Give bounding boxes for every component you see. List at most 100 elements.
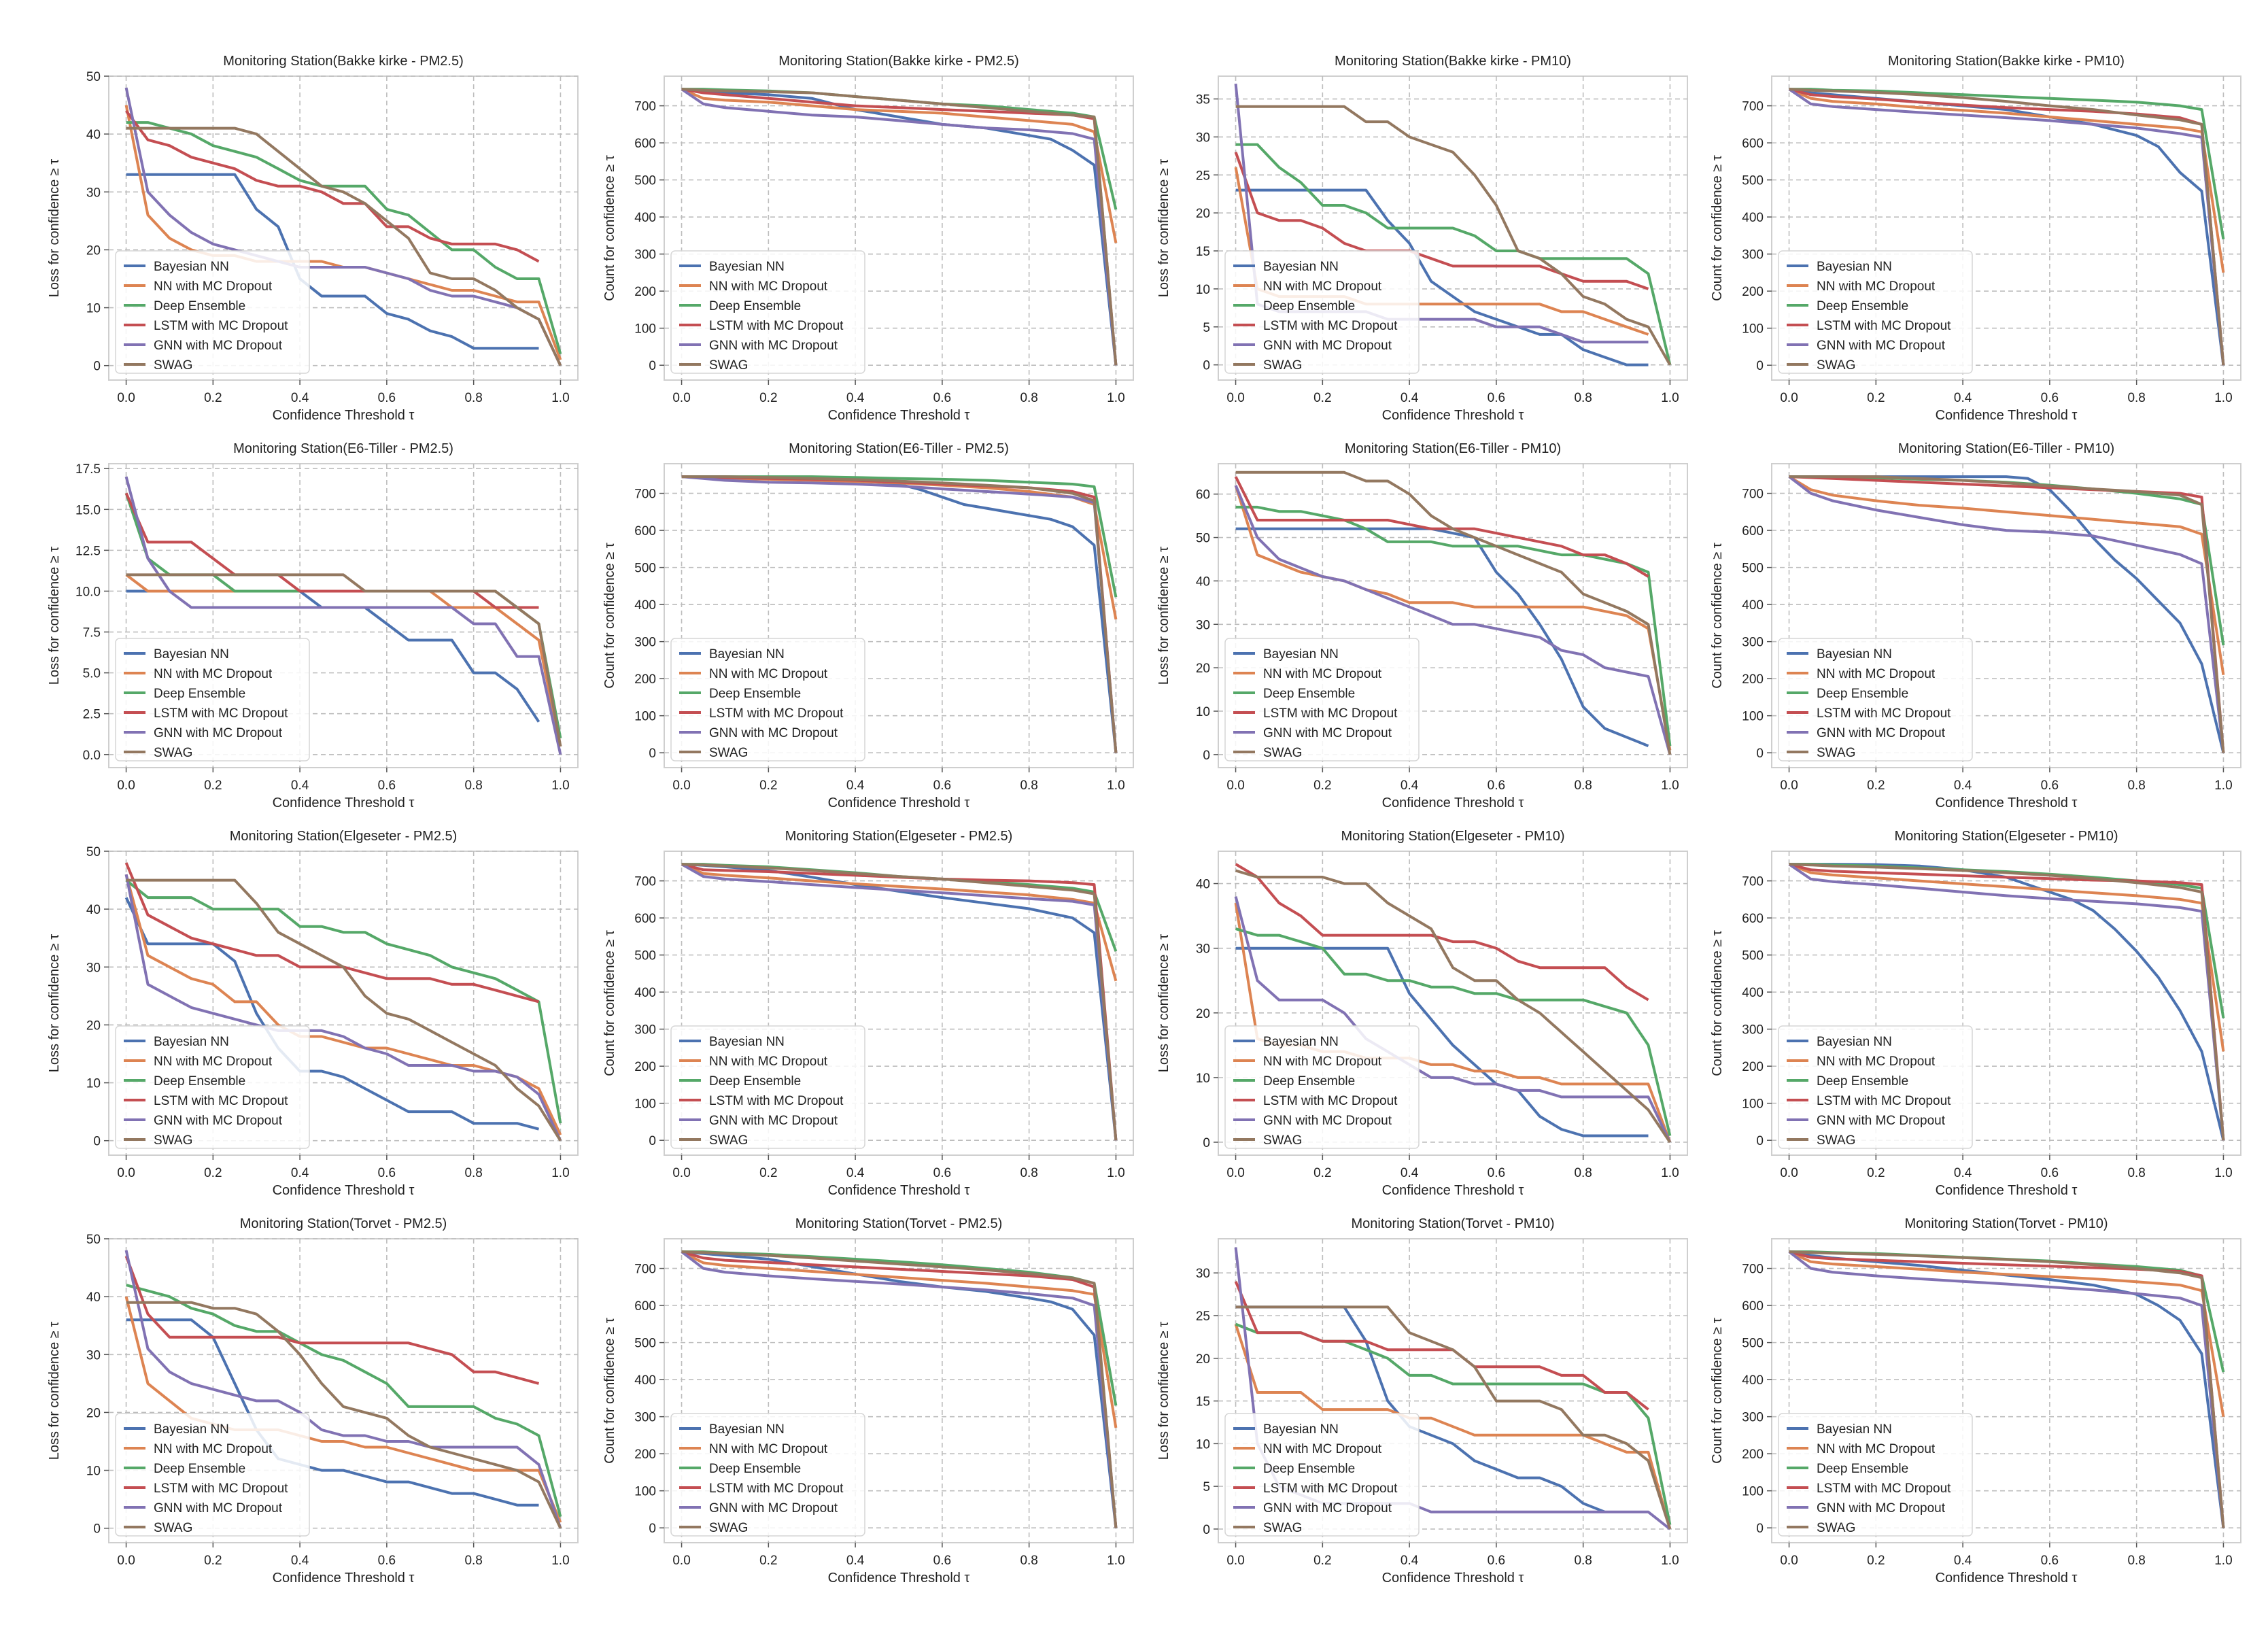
x-tick-label: 0.0 — [672, 778, 690, 793]
y-tick-label: 0.0 — [83, 749, 101, 763]
y-tick-label: 700 — [634, 100, 656, 114]
legend-label: Bayesian NN — [709, 1035, 785, 1049]
series-line-nn-with-mc-dropout — [1788, 1250, 2225, 1418]
y-tick-label: 0 — [93, 1135, 101, 1149]
y-tick-label: 20 — [86, 1018, 101, 1033]
series-line-swag — [1789, 1250, 2225, 1528]
x-tick-label: 0.6 — [2041, 1166, 2059, 1180]
y-tick-label: 100 — [1742, 322, 1764, 337]
y-tick-label: 700 — [1742, 1263, 1764, 1277]
legend: Bayesian NN NN with MC Dropout Deep Ensemb… — [1778, 638, 1973, 761]
x-tick-label: 0.4 — [846, 778, 865, 793]
y-tick-label: 100 — [634, 322, 656, 337]
legend: Bayesian NN NN with MC Dropout Deep Ensemb… — [115, 250, 310, 374]
x-tick-label: 0.4 — [846, 391, 865, 405]
legend: Bayesian NN NN with MC Dropout Deep Ensemb… — [1224, 1413, 1420, 1537]
series-line-lstm-with-mc-dropout — [1235, 863, 1649, 1001]
legend-box — [115, 1413, 310, 1537]
x-tick-label: 0.0 — [672, 1166, 690, 1180]
legend-label: Bayesian NN — [709, 260, 785, 274]
y-tick-label: 100 — [634, 1485, 656, 1499]
legend-label: GNN with MC Dropout — [709, 726, 838, 740]
y-tick-label: 35 — [1196, 93, 1210, 107]
series-line-gnn-with-mc-dropout — [124, 87, 562, 366]
legend-label: Deep Ensemble — [154, 1462, 245, 1476]
x-tick-label: 0.4 — [1401, 1166, 1419, 1180]
chart-title: Monitoring Station(E6-Tiller - PM2.5) — [233, 441, 453, 456]
legend-label: LSTM with MC Dropout — [1817, 706, 1951, 721]
y-tick-label: 12.5 — [75, 544, 101, 558]
x-tick-label: 1.0 — [551, 391, 569, 405]
x-tick-label: 0.8 — [2127, 778, 2145, 793]
x-tick-label: 1.0 — [1661, 778, 1679, 793]
series-line-nn-with-mc-dropout — [681, 1250, 1118, 1428]
series-line-lstm-with-mc-dropout — [1789, 88, 2225, 366]
legend-box — [115, 1025, 310, 1149]
legend-box — [1778, 250, 1973, 374]
y-tick-label: 0 — [649, 1522, 656, 1536]
series-line-swag — [1789, 863, 2225, 1141]
x-tick-label: 1.0 — [1107, 1166, 1124, 1180]
series-line-gnn-with-mc-dropout — [681, 863, 1118, 1141]
x-tick-label: 0.2 — [1313, 391, 1331, 405]
x-tick-label: 0.0 — [1780, 778, 1798, 793]
series-line-lstm-with-mc-dropout — [1234, 1281, 1649, 1411]
legend-box — [670, 638, 865, 761]
y-tick-label: 0 — [1756, 1522, 1764, 1536]
legend-label: LSTM with MC Dropout — [1263, 1482, 1398, 1496]
legend-label: Bayesian NN — [154, 647, 229, 662]
x-axis-label: Confidence Threshold τ — [273, 795, 415, 810]
y-tick-label: 0 — [649, 359, 656, 373]
series-line-bayesian-nn — [126, 1318, 539, 1507]
legend-label: Bayesian NN — [1817, 647, 1892, 662]
legend: Bayesian NN NN with MC Dropout Deep Ensemb… — [115, 1413, 310, 1537]
series-line-nn-with-mc-dropout — [681, 863, 1118, 982]
series-line-gnn-with-mc-dropout — [124, 874, 562, 1142]
y-tick-label: 300 — [634, 1023, 656, 1038]
x-tick-label: 0.2 — [759, 1166, 777, 1180]
legend: Bayesian NN NN with MC Dropout Deep Ensemb… — [1224, 250, 1420, 374]
legend-label: Deep Ensemble — [1263, 1074, 1355, 1089]
legend-label: Bayesian NN — [154, 1035, 229, 1049]
y-tick-label: 100 — [634, 710, 656, 724]
x-tick-label: 0.8 — [1574, 1166, 1592, 1180]
series-line-swag — [126, 126, 562, 366]
series-line-bayesian-nn — [1789, 88, 2225, 366]
legend: Bayesian NN NN with MC Dropout Deep Ensemb… — [1778, 250, 1973, 374]
x-tick-label: 1.0 — [551, 1166, 569, 1180]
subplot-4-2: 0.0 0.2 0.4 0.6 0.8 1.0 0 100 200 300 400 500 600 700… — [602, 1216, 1134, 1586]
legend-label: Bayesian NN — [709, 1422, 785, 1437]
y-axis-label: Count for confidence ≥ τ — [602, 1318, 617, 1464]
x-tick-label: 0.8 — [2127, 391, 2145, 405]
series-line-gnn-with-mc-dropout — [1788, 475, 2225, 753]
y-tick-label: 600 — [1742, 912, 1764, 926]
x-tick-label: 0.2 — [1313, 1166, 1331, 1180]
y-tick-label: 400 — [1742, 211, 1764, 225]
y-axis-label: Count for confidence ≥ τ — [602, 155, 617, 301]
x-tick-label: 0.8 — [464, 778, 482, 793]
x-tick-label: 1.0 — [1661, 1554, 1679, 1568]
x-tick-label: 0.6 — [378, 1166, 396, 1180]
legend-label: GNN with MC Dropout — [154, 726, 283, 740]
legend-label: SWAG — [1263, 1133, 1302, 1148]
series-line-deep-ensemble — [1235, 143, 1672, 366]
legend-label: NN with MC Dropout — [1263, 279, 1382, 294]
y-tick-label: 0 — [1756, 1134, 1764, 1148]
legend-label: SWAG — [709, 358, 748, 373]
y-tick-label: 0 — [1203, 359, 1210, 373]
x-tick-label: 1.0 — [551, 1554, 569, 1568]
legend: Bayesian NN NN with MC Dropout Deep Ensemb… — [1224, 1025, 1420, 1149]
y-tick-label: 700 — [634, 875, 656, 889]
y-tick-label: 400 — [1742, 598, 1764, 613]
y-tick-label: 10 — [1196, 705, 1210, 719]
y-tick-label: 30 — [86, 961, 101, 975]
x-tick-label: 0.6 — [1488, 778, 1505, 793]
x-tick-label: 0.8 — [1574, 391, 1592, 405]
y-tick-label: 30 — [86, 186, 101, 200]
legend-box — [1224, 1413, 1420, 1537]
legend-box — [670, 1025, 865, 1149]
legend-label: LSTM with MC Dropout — [1817, 319, 1951, 333]
legend-box — [1778, 638, 1973, 761]
y-tick-label: 200 — [1742, 1060, 1764, 1074]
legend-label: LSTM with MC Dropout — [709, 706, 844, 721]
